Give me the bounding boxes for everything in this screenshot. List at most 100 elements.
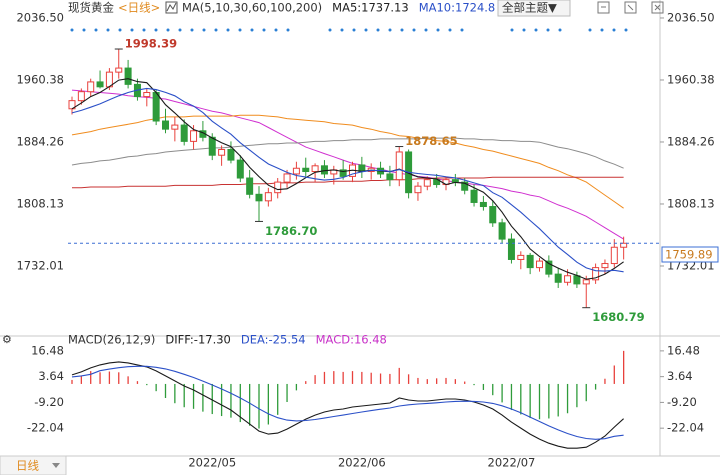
ma-line xyxy=(71,89,624,240)
event-dot xyxy=(436,28,440,32)
y-tick-label: -22.04 xyxy=(667,421,704,435)
event-dot xyxy=(214,28,218,32)
candle-body xyxy=(414,185,422,194)
candle-body xyxy=(526,254,534,269)
event-dot xyxy=(118,28,122,32)
ma-line xyxy=(71,87,624,273)
candle-body xyxy=(218,149,226,156)
event-dot xyxy=(546,28,550,32)
y-tick-label: -22.04 xyxy=(27,421,64,435)
event-dot xyxy=(510,28,514,32)
candle-body xyxy=(302,167,310,173)
x-tick-label: 2022/07 xyxy=(488,456,536,470)
event-dot xyxy=(558,28,562,32)
theme-button-label[interactable]: 全部主题▼ xyxy=(502,1,557,15)
event-dot xyxy=(376,28,380,32)
event-dot xyxy=(166,28,170,32)
y-tick-label: 3.64 xyxy=(38,369,64,383)
candle-body xyxy=(311,165,319,173)
period-selector[interactable] xyxy=(0,455,67,475)
ma-line xyxy=(71,78,624,280)
candle-body xyxy=(507,238,515,260)
legend-text: MA(5,10,30,60,100,200) xyxy=(182,1,322,15)
candle-body xyxy=(264,192,272,202)
event-dot xyxy=(400,28,404,32)
extreme-label: 1998.39 xyxy=(125,37,177,51)
candle-body xyxy=(96,81,104,88)
event-dot xyxy=(238,28,242,32)
candle-body xyxy=(190,130,198,142)
candle-body xyxy=(227,149,235,161)
candle-body xyxy=(87,81,95,93)
event-dot xyxy=(262,28,266,32)
candle-body xyxy=(386,173,394,181)
y-tick-label: 1960.38 xyxy=(16,72,64,86)
x-tick-label: 2022/06 xyxy=(338,456,386,470)
event-dot xyxy=(154,28,158,32)
y-tick-label: 1960.38 xyxy=(667,72,715,86)
legend-text: MA5:1737.13 xyxy=(332,1,409,15)
candle-body xyxy=(489,206,497,224)
event-dot xyxy=(178,28,182,32)
candle-body xyxy=(152,92,160,122)
event-dot xyxy=(286,28,290,32)
event-dot xyxy=(624,28,628,32)
settings-icon[interactable]: ⚙ xyxy=(2,333,12,346)
event-dot xyxy=(130,28,134,32)
y-tick-label: 1884.26 xyxy=(667,134,715,148)
candle-body xyxy=(573,275,581,285)
event-dot xyxy=(424,28,428,32)
dea-line xyxy=(71,365,624,440)
ma-line xyxy=(71,137,624,169)
ma-line xyxy=(71,114,624,209)
event-dot xyxy=(82,28,86,32)
symbol: 现货黄金 xyxy=(68,1,114,15)
candle-body xyxy=(208,136,216,156)
candle-body xyxy=(395,151,403,181)
y-tick-label: 3.64 xyxy=(667,369,693,383)
extreme-label: 1680.79 xyxy=(592,310,644,324)
event-dot xyxy=(226,28,230,32)
ma-line xyxy=(72,176,624,189)
x-tick-label: 2022/05 xyxy=(188,456,236,470)
event-dot xyxy=(412,28,416,32)
event-dot xyxy=(250,28,254,32)
period-selector-label[interactable]: 日线 xyxy=(16,459,39,473)
event-dot xyxy=(600,28,604,32)
event-dot xyxy=(190,28,194,32)
candle-body xyxy=(517,254,525,260)
legend-text: DEA:-25.54 xyxy=(241,333,306,347)
candle-body xyxy=(246,177,254,195)
candle-body xyxy=(143,92,151,98)
toolbar-icons[interactable] xyxy=(597,1,664,14)
candle-body xyxy=(162,120,169,130)
candle-body xyxy=(554,273,562,283)
event-dot xyxy=(588,28,592,32)
event-dot xyxy=(94,28,98,32)
event-dot xyxy=(106,28,110,32)
y-tick-label: 2036.50 xyxy=(16,10,64,24)
last-price-label: 1759.89 xyxy=(665,248,713,262)
event-dot xyxy=(328,28,332,32)
legend-text: DIFF:-17.30 xyxy=(165,333,231,347)
candle-body xyxy=(461,181,469,191)
candle-body xyxy=(620,242,628,248)
event-dot xyxy=(142,28,146,32)
last-price-box xyxy=(661,246,719,263)
y-tick-label: 1808.13 xyxy=(667,196,715,210)
dropdown-arrow[interactable] xyxy=(52,463,60,468)
diff-line xyxy=(71,361,624,449)
candle-body xyxy=(292,167,300,175)
extreme-label: 1878.65 xyxy=(405,134,457,148)
period-tag[interactable]: <日线> xyxy=(118,1,160,15)
candle-body xyxy=(451,179,459,183)
y-tick-label: -9.20 xyxy=(667,395,697,409)
y-tick-label: 16.48 xyxy=(667,343,700,357)
event-dot xyxy=(352,28,356,32)
theme-button[interactable] xyxy=(497,0,571,17)
event-dot xyxy=(534,28,538,32)
candle-body xyxy=(498,222,506,240)
candle-body xyxy=(171,124,179,130)
legend-text: MA10:1724.8 xyxy=(419,1,496,15)
